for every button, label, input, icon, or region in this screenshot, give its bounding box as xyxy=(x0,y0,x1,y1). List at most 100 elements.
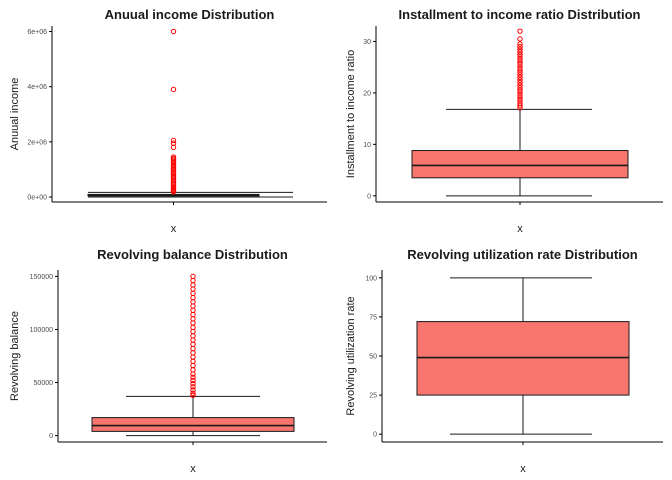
outlier-point xyxy=(190,377,196,384)
outlier-point xyxy=(190,374,196,380)
y-axis-label: Installment to income ratio xyxy=(345,50,357,178)
outlier-point xyxy=(517,77,523,83)
y-tick-label: 100000 xyxy=(30,327,53,334)
outlier-point xyxy=(190,390,196,396)
outlier-point xyxy=(517,67,523,73)
outlier-point xyxy=(517,103,523,109)
iqr-box xyxy=(91,417,295,432)
outlier-point xyxy=(190,387,196,393)
outlier-point xyxy=(190,362,196,369)
outlier-point xyxy=(190,392,196,398)
y-tick-label: 150000 xyxy=(30,274,53,281)
iqr-box xyxy=(411,150,629,179)
outlier-point xyxy=(190,371,196,377)
outlier-point xyxy=(190,333,196,339)
outlier-point xyxy=(190,350,196,356)
outlier-point xyxy=(190,341,196,348)
outlier-point xyxy=(190,316,196,322)
x-axis-label: x xyxy=(171,223,177,235)
outlier-point xyxy=(190,311,196,318)
boxplot-svg: Revolving balance Distribution Revolving … xyxy=(9,247,327,475)
outlier-point xyxy=(190,367,196,373)
y-tick-label: 0 xyxy=(367,193,371,200)
outlier-point xyxy=(517,46,523,52)
panel-revolving-balance: Revolving balance Distribution Revolving … xyxy=(0,240,336,480)
outlier-point xyxy=(517,69,523,76)
y-tick-label: 50 xyxy=(369,354,377,361)
boxplot-svg: Installment to income ratio Distribution… xyxy=(345,7,663,235)
y-tick-label: 75 xyxy=(369,314,377,321)
outlier-point xyxy=(517,74,523,81)
outlier-point xyxy=(190,282,196,288)
x-axis-label: x xyxy=(520,463,526,475)
outlier-point xyxy=(190,294,196,301)
outlier-point xyxy=(517,87,523,94)
outlier-point xyxy=(517,51,523,58)
outlier-point xyxy=(170,28,177,35)
chart-title: Revolving balance Distribution xyxy=(97,247,288,262)
panel-annual-income: Anuual income Distribution Anuual income x… xyxy=(0,0,336,240)
y-tick-label: 6e+06 xyxy=(27,29,47,36)
outlier-point xyxy=(170,144,177,151)
outlier-point xyxy=(517,36,523,42)
outlier-point xyxy=(517,61,523,68)
y-axis-label: Revolving utilization rate xyxy=(345,296,357,415)
boxplot-svg: Revolving utilization rate Distribution R… xyxy=(345,247,663,475)
outlier-point xyxy=(190,337,196,343)
y-tick-label: 50000 xyxy=(34,380,54,387)
outlier-point xyxy=(190,345,196,352)
panel-installment-ratio: Installment to income ratio Distribution… xyxy=(336,0,672,240)
y-axis-label: Anuual income xyxy=(9,78,21,151)
outlier-point xyxy=(517,49,523,55)
boxplot-svg: Anuual income Distribution Anuual income x… xyxy=(9,7,327,235)
y-tick-label: 0 xyxy=(49,433,53,440)
outlier-point xyxy=(517,28,523,34)
outlier-point xyxy=(517,82,523,88)
outlier-point xyxy=(190,320,196,326)
y-tick-label: 4e+06 xyxy=(27,84,47,91)
outlier-point xyxy=(190,277,196,284)
outlier-point xyxy=(190,358,196,365)
outlier-point xyxy=(170,137,177,144)
outlier-point xyxy=(517,43,523,50)
outlier-point xyxy=(190,328,196,335)
outlier-point xyxy=(517,64,523,70)
y-tick-label: 30 xyxy=(363,39,371,46)
chart-title: Installment to income ratio Distribution xyxy=(399,7,641,22)
chart-title: Revolving utilization rate Distribution xyxy=(407,247,637,262)
outlier-point xyxy=(190,380,196,387)
outlier-point xyxy=(517,90,523,96)
outlier-point xyxy=(517,56,523,63)
outlier-point xyxy=(517,92,523,99)
outlier-point xyxy=(190,307,196,314)
x-axis-label: x xyxy=(517,223,523,235)
outlier-point xyxy=(190,384,196,390)
outlier-point xyxy=(517,41,523,47)
y-tick-label: 0e+00 xyxy=(27,195,47,202)
y-axis-label: Revolving balance xyxy=(9,311,21,401)
outlier-point xyxy=(190,303,196,309)
outlier-point xyxy=(190,290,196,297)
outlier-point xyxy=(517,72,523,78)
outlier-point xyxy=(517,85,523,91)
y-tick-label: 0 xyxy=(373,432,377,439)
outlier-point xyxy=(190,354,196,360)
panel-revolving-utilization: Revolving utilization rate Distribution R… xyxy=(336,240,672,480)
y-tick-label: 25 xyxy=(369,393,377,400)
outlier-point xyxy=(170,189,177,195)
outlier-point xyxy=(170,86,177,93)
outlier-point xyxy=(517,95,523,101)
outlier-point xyxy=(190,286,196,292)
y-tick-label: 10 xyxy=(363,142,371,149)
outlier-point xyxy=(517,59,523,65)
outlier-point xyxy=(190,324,196,331)
chart-title: Anuual income Distribution xyxy=(105,7,275,22)
outlier-point xyxy=(517,97,523,104)
outlier-point xyxy=(517,54,523,60)
outlier-point xyxy=(190,273,196,280)
outlier-point xyxy=(517,79,523,86)
y-tick-label: 20 xyxy=(363,90,371,97)
x-axis-label: x xyxy=(190,463,196,475)
y-tick-label: 2e+06 xyxy=(27,139,47,146)
outlier-point xyxy=(517,105,523,111)
